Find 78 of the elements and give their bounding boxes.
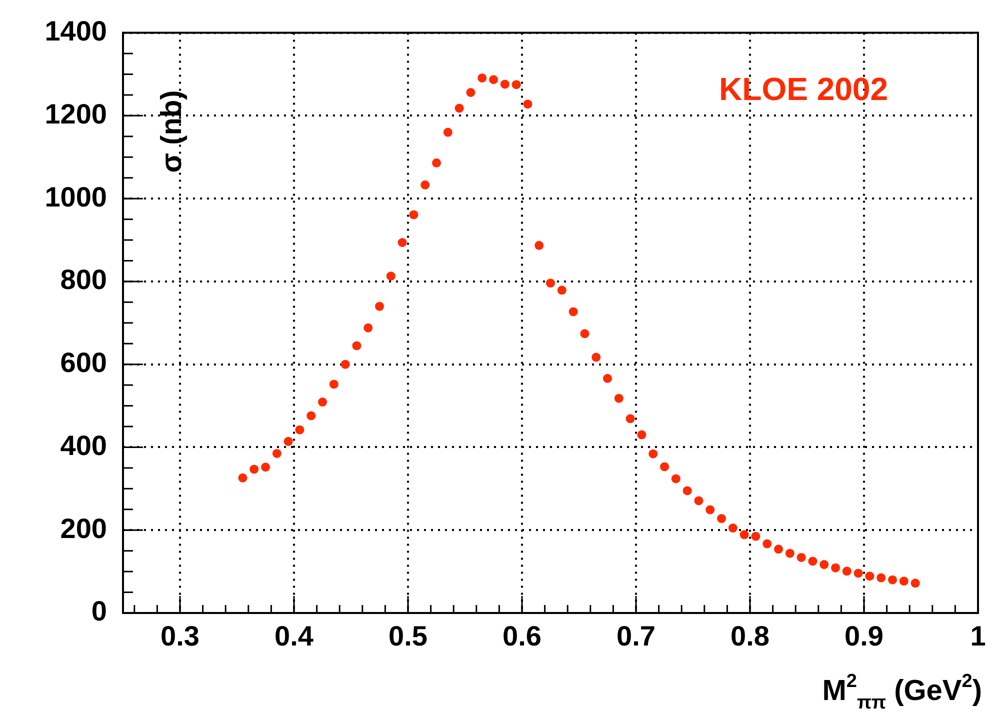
point — [842, 566, 852, 576]
point — [717, 514, 726, 524]
point — [489, 75, 498, 84]
point — [808, 556, 818, 566]
point — [306, 411, 316, 420]
point — [546, 278, 555, 288]
point — [910, 578, 920, 588]
point — [626, 414, 635, 424]
point — [706, 505, 715, 514]
point — [603, 374, 612, 383]
y-tick-label: 1000 — [44, 181, 107, 212]
point — [774, 544, 783, 554]
point — [329, 380, 338, 389]
point — [352, 341, 362, 350]
point — [660, 462, 669, 472]
point — [876, 573, 886, 582]
point — [694, 496, 704, 506]
point — [432, 158, 441, 168]
point — [284, 436, 293, 446]
point — [523, 100, 532, 109]
point — [580, 329, 590, 338]
point — [728, 524, 738, 533]
x-tick-label: 0.3 — [160, 620, 200, 652]
point — [261, 462, 270, 472]
point — [854, 568, 863, 578]
point — [295, 425, 304, 434]
point — [751, 532, 760, 541]
point — [796, 552, 806, 562]
point — [831, 563, 840, 572]
point — [500, 80, 510, 89]
point — [238, 473, 248, 482]
point — [375, 302, 384, 311]
x-tick-label: 0.9 — [844, 620, 884, 652]
y-tick-label: 1400 — [44, 16, 107, 47]
x-tick-label: 1 — [970, 620, 986, 652]
point — [899, 576, 908, 586]
point — [682, 486, 692, 496]
x-tick-label: 0.8 — [730, 620, 770, 652]
point — [250, 464, 259, 474]
y-tick-label: 400 — [60, 430, 107, 461]
annotation: KLOE 2002 — [719, 71, 888, 107]
y-tick-label: 200 — [60, 512, 107, 544]
point — [888, 575, 897, 584]
point — [478, 73, 487, 82]
y-tick-label: 0 — [91, 596, 107, 627]
point — [592, 352, 601, 362]
point — [785, 548, 794, 558]
point — [568, 307, 578, 316]
point — [820, 560, 829, 570]
point — [318, 398, 327, 407]
point — [398, 238, 407, 247]
point — [762, 539, 772, 548]
point — [364, 323, 373, 332]
x-tick-label: 0.6 — [502, 620, 542, 652]
point — [340, 360, 350, 369]
y-tick-label: 1200 — [44, 98, 107, 130]
y-tick-label: 600 — [60, 347, 107, 378]
point — [534, 240, 544, 250]
x-tick-label: 0.7 — [616, 620, 656, 652]
point — [614, 394, 624, 403]
point — [637, 430, 646, 440]
y-axis-title: σ (nb) — [156, 90, 188, 173]
point — [443, 128, 452, 137]
point — [648, 449, 658, 458]
point — [454, 104, 464, 113]
point — [409, 210, 418, 220]
point — [865, 572, 874, 581]
x-tick-label: 0.5 — [388, 620, 428, 652]
point — [386, 272, 396, 281]
point — [671, 474, 680, 484]
point — [740, 530, 749, 540]
y-tick-label: 800 — [60, 264, 107, 296]
point — [466, 88, 476, 97]
point — [557, 286, 566, 295]
x-tick-label: 0.4 — [274, 620, 314, 652]
point — [420, 180, 430, 190]
point — [272, 448, 282, 458]
point — [512, 80, 521, 90]
